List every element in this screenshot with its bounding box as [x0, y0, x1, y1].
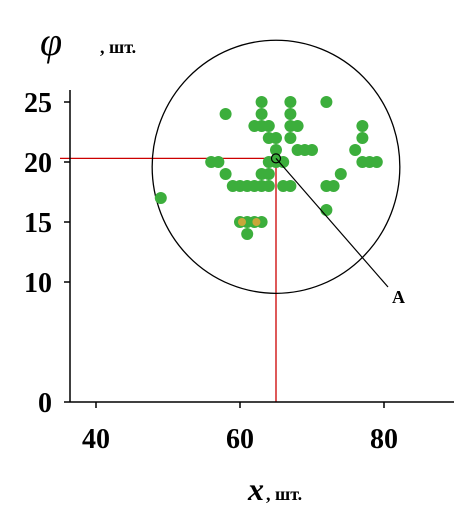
data-point — [262, 120, 275, 132]
data-point — [349, 144, 362, 156]
data-point — [370, 156, 383, 168]
point-a-label: A — [392, 287, 405, 307]
y-tick-label: 20 — [24, 148, 52, 179]
data-point — [284, 180, 297, 192]
data-point-orange — [252, 218, 261, 226]
data-point — [284, 96, 297, 108]
reference-lines — [60, 157, 277, 402]
data-point — [219, 108, 232, 120]
tick-labels: 0 10 15 20 25 40 60 80 — [24, 88, 398, 455]
point-a-leader-line — [275, 158, 389, 288]
data-point — [262, 180, 275, 192]
data-point — [291, 120, 304, 132]
data-point — [284, 132, 297, 144]
x-tick-label: 40 — [82, 424, 110, 455]
data-point — [320, 204, 333, 216]
y-tick-label: 0 — [38, 388, 52, 419]
data-point — [262, 168, 275, 180]
axes — [64, 90, 454, 408]
data-point — [154, 192, 167, 204]
y-tick-label: 25 — [24, 88, 52, 119]
y-tick-label: 10 — [24, 268, 52, 299]
data-point — [270, 132, 282, 144]
x-tick-label: 80 — [370, 424, 398, 455]
data-point — [327, 180, 340, 192]
data-point — [320, 96, 333, 108]
x-tick-label: 60 — [226, 424, 254, 455]
y-axis-symbol: φ — [40, 19, 62, 64]
x-axis-unit: , шт. — [266, 484, 302, 504]
data-point — [334, 168, 347, 180]
y-tick-label: 15 — [24, 208, 52, 239]
annotation-a: A — [270, 153, 405, 307]
data-point — [212, 156, 225, 168]
data-point — [306, 144, 318, 156]
data-point — [241, 228, 254, 240]
x-axis-symbol: x — [247, 471, 264, 507]
data-points — [154, 96, 383, 240]
cluster-ellipse — [151, 39, 401, 294]
data-point — [255, 108, 268, 120]
y-axis-unit: , шт. — [100, 37, 136, 57]
data-point — [356, 132, 369, 144]
cluster-circle — [151, 39, 401, 294]
data-point — [255, 96, 268, 108]
data-point — [270, 144, 282, 156]
data-point — [219, 168, 232, 180]
data-point — [356, 120, 369, 132]
data-point-orange — [238, 218, 246, 226]
data-point — [284, 108, 297, 120]
